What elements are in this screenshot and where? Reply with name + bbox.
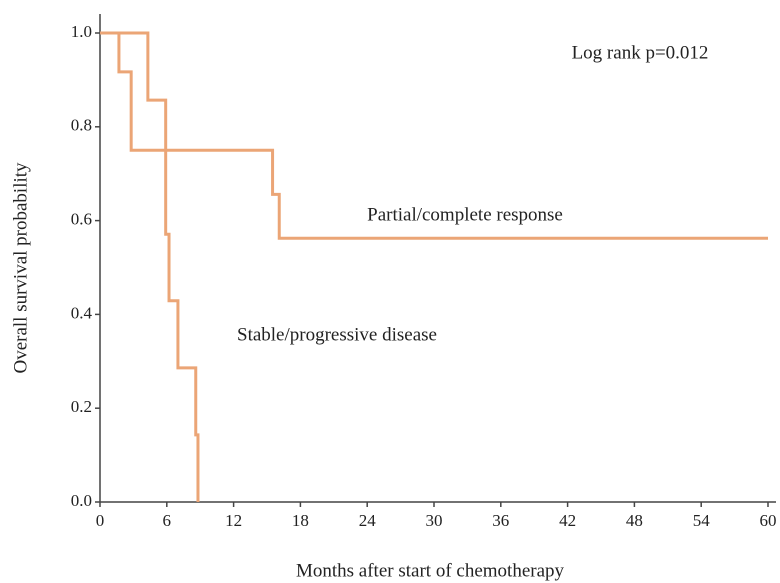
y-tick-label: 0.2 [71, 397, 92, 416]
y-tick-label: 0.0 [71, 491, 92, 510]
x-tick-label: 48 [626, 511, 643, 530]
x-tick-label: 18 [292, 511, 309, 530]
survival-curve [100, 31, 200, 502]
y-axis-label: Overall survival probability [10, 162, 31, 374]
x-tick-label: 6 [163, 511, 172, 530]
y-tick-label: 1.0 [71, 22, 92, 41]
x-tick-label: 42 [559, 511, 576, 530]
x-tick-label: 54 [693, 511, 711, 530]
y-tick-label: 0.4 [71, 303, 93, 322]
annotation: Stable/progressive disease [237, 324, 437, 345]
annotation: Partial/complete response [367, 204, 563, 225]
x-tick-label: 12 [225, 511, 242, 530]
annotation: Log rank p=0.012 [572, 42, 709, 63]
survival-curve [100, 31, 768, 240]
x-axis-label: Months after start of chemotherapy [296, 560, 565, 581]
x-tick-label: 60 [760, 511, 777, 530]
x-tick-label: 30 [426, 511, 443, 530]
x-tick-label: 24 [359, 511, 377, 530]
y-tick-label: 0.8 [71, 116, 92, 135]
x-tick-label: 36 [492, 511, 509, 530]
x-tick-label: 0 [96, 511, 105, 530]
y-tick-label: 0.6 [71, 210, 92, 229]
